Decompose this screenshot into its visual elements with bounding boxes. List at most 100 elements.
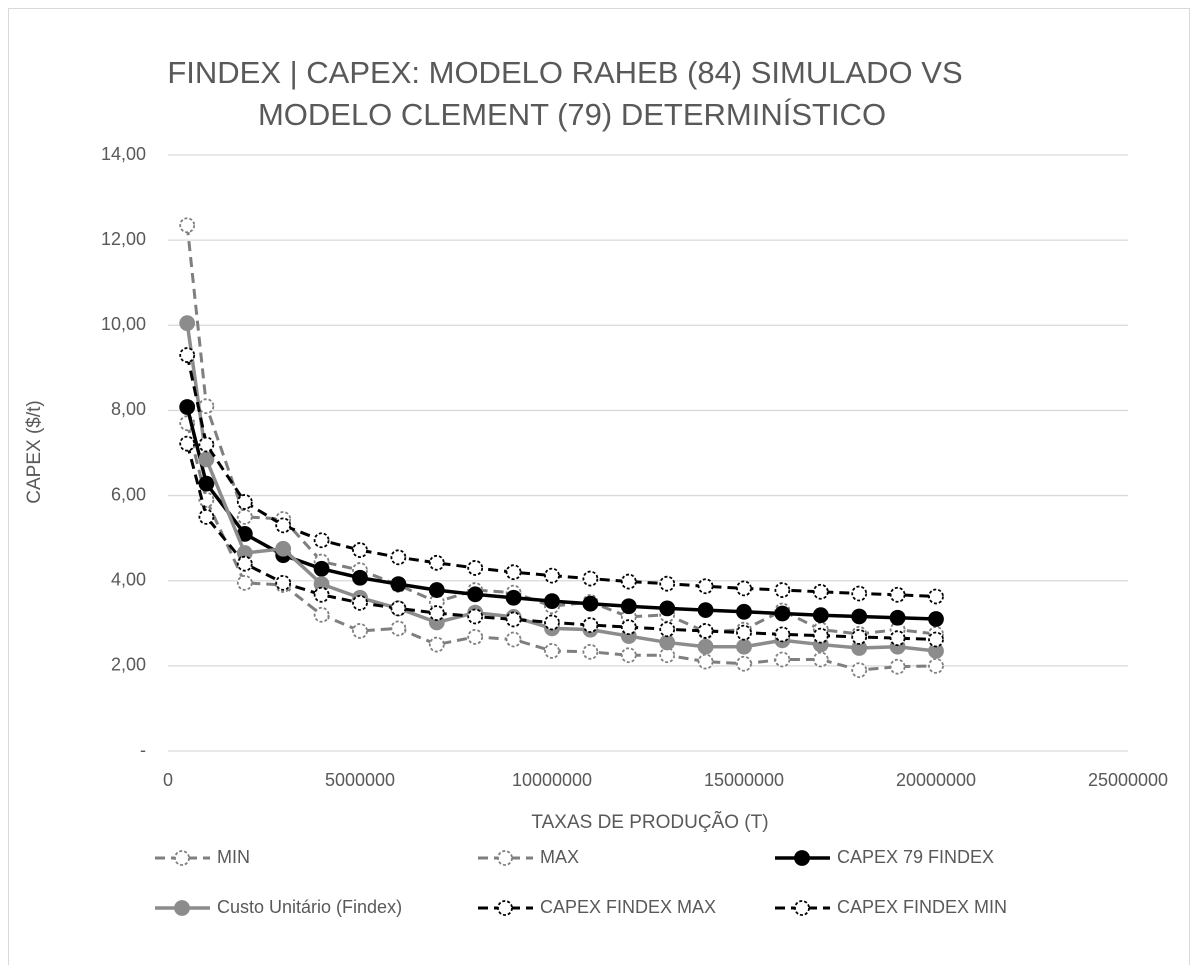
marker <box>236 555 253 572</box>
marker <box>659 621 676 638</box>
marker <box>428 582 445 598</box>
marker <box>497 900 513 916</box>
marker <box>544 567 560 584</box>
series-line <box>185 225 937 636</box>
y-tick-label: 4,00 <box>111 569 146 589</box>
y-tick-label: 14,00 <box>101 144 146 164</box>
marker <box>620 619 637 636</box>
marker <box>812 607 829 624</box>
marker <box>774 582 791 598</box>
marker <box>352 594 368 611</box>
marker <box>428 554 445 571</box>
marker <box>582 617 599 633</box>
legend-label: MAX <box>540 847 579 867</box>
y-tick-label: - <box>140 740 146 760</box>
marker <box>236 574 253 591</box>
x-tick-label: 10000000 <box>512 770 592 790</box>
marker <box>697 602 714 618</box>
marker <box>736 655 752 672</box>
marker <box>352 623 368 639</box>
marker <box>467 608 484 625</box>
marker <box>928 657 944 674</box>
marker <box>736 624 752 641</box>
marker <box>889 609 906 626</box>
marker <box>198 398 215 415</box>
marker <box>428 605 445 621</box>
marker <box>174 850 190 866</box>
marker <box>889 658 906 675</box>
y-tick-label: 12,00 <box>101 229 146 249</box>
marker <box>390 600 407 617</box>
y-tick-label: 2,00 <box>111 655 146 675</box>
marker <box>697 638 714 655</box>
marker <box>198 475 215 492</box>
marker <box>275 540 292 557</box>
x-tick-label: 25000000 <box>1088 770 1168 790</box>
marker <box>851 629 868 645</box>
marker <box>198 436 215 453</box>
y-axis-label: CAPEX ($/t) <box>24 400 45 503</box>
marker <box>544 593 560 610</box>
marker <box>736 603 752 620</box>
marker <box>736 580 752 597</box>
marker <box>352 569 368 586</box>
marker <box>198 491 215 508</box>
marker <box>851 608 868 625</box>
marker <box>774 651 791 668</box>
marker <box>851 585 868 602</box>
marker <box>928 611 944 627</box>
marker <box>851 662 868 679</box>
marker <box>390 620 407 637</box>
marker <box>313 606 330 623</box>
marker <box>928 631 944 648</box>
marker <box>467 560 484 576</box>
marker <box>794 850 810 866</box>
marker <box>313 560 330 577</box>
marker <box>390 576 407 593</box>
marker <box>505 589 522 606</box>
marker <box>198 508 215 525</box>
marker <box>812 651 829 668</box>
x-tick-label: 20000000 <box>896 770 976 790</box>
marker <box>620 647 637 664</box>
marker <box>467 586 484 603</box>
marker <box>505 611 522 628</box>
legend-label: Custo Unitário (Findex) <box>217 897 402 917</box>
marker <box>736 638 752 655</box>
marker <box>179 399 196 415</box>
marker <box>275 517 292 534</box>
legend-label: MIN <box>217 847 250 867</box>
marker <box>505 631 522 648</box>
y-tick-label: 6,00 <box>111 484 146 504</box>
legend-label: CAPEX FINDEX MAX <box>540 897 716 917</box>
chart-title: FINDEX | CAPEX: MODELO RAHEB (84) SIMULA… <box>167 55 962 90</box>
marker <box>889 586 906 603</box>
marker <box>505 564 522 581</box>
marker <box>697 623 714 639</box>
marker <box>313 586 330 603</box>
marker <box>697 578 714 595</box>
marker <box>659 600 676 617</box>
x-tick-label: 0 <box>163 770 173 790</box>
marker <box>812 583 829 600</box>
marker <box>774 605 791 622</box>
marker <box>352 542 368 558</box>
marker <box>467 629 484 645</box>
marker <box>236 494 253 510</box>
marker <box>659 634 676 651</box>
marker <box>582 570 599 587</box>
marker <box>582 595 599 612</box>
marker <box>179 217 196 234</box>
marker <box>428 636 445 653</box>
marker <box>774 626 791 643</box>
marker <box>620 598 637 615</box>
marker <box>812 627 829 644</box>
y-tick-label: 10,00 <box>101 314 146 334</box>
marker <box>497 850 513 866</box>
x-tick-label: 15000000 <box>704 770 784 790</box>
marker <box>174 900 190 916</box>
marker <box>582 643 599 660</box>
marker <box>179 347 196 363</box>
marker <box>236 508 253 525</box>
